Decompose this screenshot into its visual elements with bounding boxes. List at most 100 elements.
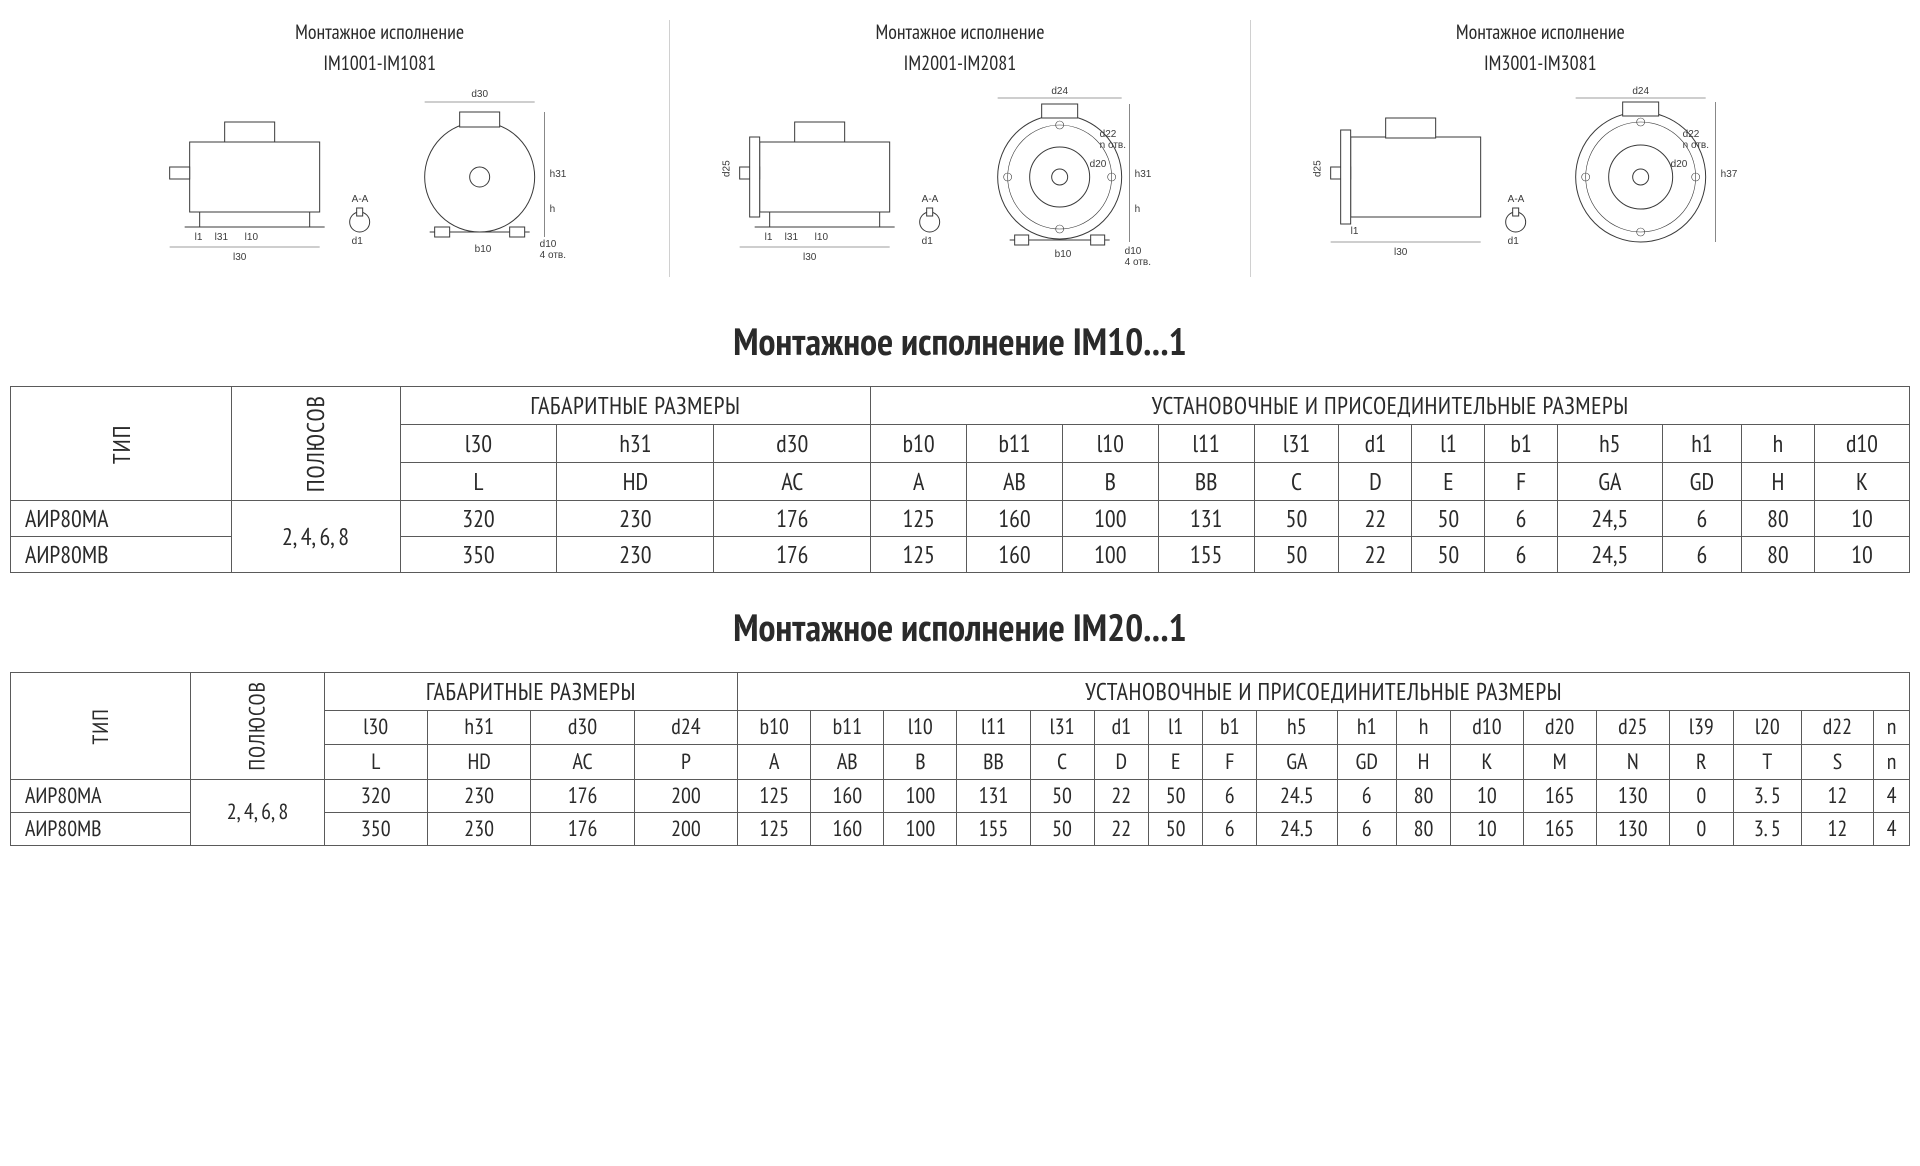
col-header: l10 [1062,425,1158,463]
svg-text:d25: d25 [1312,160,1323,177]
col-poles-header: ПОЛЮСОВ [191,673,324,780]
data-cell: 22 [1339,501,1412,537]
data-cell: 200 [634,779,737,812]
data-cell: 230 [557,537,714,573]
data-cell: 24.5 [1257,779,1337,812]
data-cell: 24.5 [1257,812,1337,845]
data-cell: 176 [531,812,634,845]
group-overall: ГАБАРИТНЫЕ РАЗМЕРЫ [400,387,871,425]
col-subheader: H [1396,745,1450,779]
col-header: b1 [1203,710,1257,744]
col-header: d20 [1523,710,1596,744]
col-header: l11 [957,710,1030,744]
data-cell: 160 [967,501,1063,537]
diagram-im1001: Монтажное исполнение IM1001-IM1081 l30 l… [90,20,669,277]
col-subheader: GD [1337,745,1396,779]
type-cell: АИР80МА [11,779,191,812]
data-cell: 24,5 [1557,501,1662,537]
data-cell: 125 [871,537,967,573]
data-cell: 10 [1451,779,1523,812]
svg-text:A-A: A-A [922,194,939,205]
col-subheader: F [1485,463,1557,501]
col-subheader: GD [1662,463,1741,501]
data-cell: 6 [1337,779,1396,812]
data-cell: 50 [1254,501,1339,537]
col-subheader: M [1523,745,1596,779]
data-cell: 155 [957,812,1030,845]
table1-title: Монтажное исполнение IM10...1 [10,317,1910,366]
diagram-im3001: Монтажное исполнение IM3001-IM3081 l30 d… [1250,20,1830,277]
col-header: d22 [1801,710,1873,744]
diagrams-row: Монтажное исполнение IM1001-IM1081 l30 l… [10,20,1910,277]
data-cell: 0 [1669,812,1733,845]
svg-text:A-A: A-A [352,194,369,205]
data-cell: 176 [714,537,871,573]
svg-text:d24: d24 [1052,86,1069,97]
data-cell: 12 [1801,812,1873,845]
col-header: b1 [1485,425,1557,463]
data-cell: 22 [1339,537,1412,573]
col-header: b11 [811,710,884,744]
col-header: l30 [400,425,557,463]
svg-text:h37: h37 [1720,169,1737,180]
data-cell: 130 [1596,779,1669,812]
data-cell: 10 [1814,537,1909,573]
data-cell: 130 [1596,812,1669,845]
col-subheader: H [1741,463,1814,501]
col-header: d10 [1814,425,1909,463]
data-cell: 131 [1158,501,1254,537]
data-cell: 10 [1451,812,1523,845]
data-cell: 165 [1523,779,1596,812]
col-header: d30 [714,425,871,463]
col-header: l31 [1030,710,1094,744]
diagram-variant: IM2001-IM2081 [670,50,1249,76]
col-subheader: B [1062,463,1158,501]
col-subheader: L [324,745,427,779]
col-header: l39 [1669,710,1733,744]
col-type-header: ТИП [11,673,191,780]
col-subheader: E [1148,745,1202,779]
col-header: l31 [1254,425,1339,463]
spec-table-im10: ТИП ПОЛЮСОВ ГАБАРИТНЫЕ РАЗМЕРЫ УСТАНОВОЧ… [10,386,1910,573]
col-header: h [1396,710,1450,744]
col-subheader: HD [557,463,714,501]
svg-text:A-A: A-A [1507,194,1524,205]
group-overall: ГАБАРИТНЫЕ РАЗМЕРЫ [324,673,738,711]
data-cell: 10 [1814,501,1909,537]
data-cell: 6 [1485,537,1557,573]
data-cell: 131 [957,779,1030,812]
svg-text:h: h [1135,204,1141,215]
svg-text:h: h [550,204,556,215]
data-cell: 230 [427,812,530,845]
svg-text:l1: l1 [765,232,773,243]
col-header: n [1874,710,1910,744]
col-header: d10 [1451,710,1523,744]
type-cell: АИР80МВ [11,812,191,845]
col-header: l30 [324,710,427,744]
data-cell: 22 [1094,812,1148,845]
svg-text:4 отв.: 4 отв. [1125,257,1151,268]
svg-text:d25: d25 [722,160,733,177]
col-subheader: n [1874,745,1910,779]
data-cell: 160 [811,779,884,812]
svg-text:l10: l10 [245,232,259,243]
data-cell: 100 [884,812,957,845]
diagram-variant: IM3001-IM3081 [1251,50,1830,76]
svg-text:d1: d1 [352,236,364,247]
col-subheader: AC [714,463,871,501]
data-cell: 4 [1874,812,1910,845]
data-cell: 50 [1030,779,1094,812]
data-cell: 50 [1030,812,1094,845]
data-cell: 230 [427,779,530,812]
col-type-header: ТИП [11,387,232,501]
svg-text:d24: d24 [1632,86,1649,97]
data-cell: 6 [1485,501,1557,537]
motor-drawing-foot-flange: l30 d25 l1 l31 l10 A-A d1 d24 d22 [670,82,1249,272]
dim-l30: l30 [233,252,247,263]
col-header: h5 [1557,425,1662,463]
col-header: h5 [1257,710,1337,744]
data-cell: 22 [1094,779,1148,812]
data-cell: 100 [1062,501,1158,537]
col-header: h31 [427,710,530,744]
svg-text:b10: b10 [1055,249,1072,260]
